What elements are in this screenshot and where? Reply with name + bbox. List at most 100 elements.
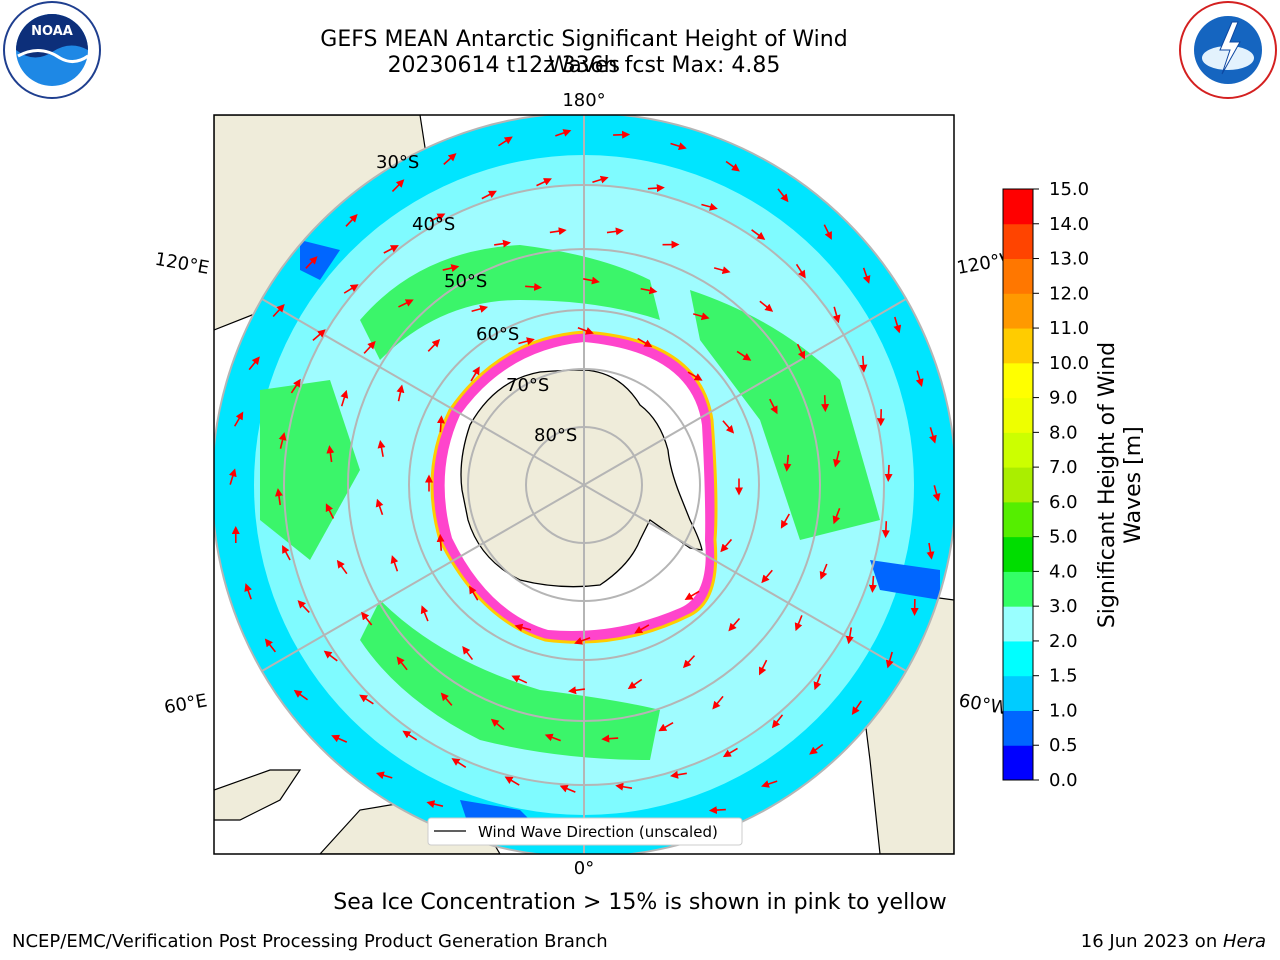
wind-arrow	[720, 538, 733, 553]
wind-arrow	[821, 395, 830, 413]
lat-label: 60°S	[476, 324, 519, 345]
wind-arrow	[555, 129, 572, 137]
wind-arrow	[325, 503, 335, 519]
wind-arrow	[862, 267, 871, 284]
wind-arrow	[469, 585, 479, 601]
wind-arrow	[244, 583, 252, 600]
colorbar-tick-label: 0.0	[1049, 770, 1078, 791]
wind-arrow	[647, 184, 665, 193]
graticule	[214, 115, 954, 854]
wind-arrow	[783, 454, 792, 472]
lon-label-lower-left: 60°E	[163, 690, 209, 718]
wind-arrow	[525, 283, 543, 291]
wind-arrow	[340, 389, 349, 407]
wind-arrow	[693, 312, 710, 321]
chart-title: GEFS MEAN Antarctic Significant Height o…	[320, 27, 848, 78]
wind-arrow	[713, 266, 731, 275]
lon-label-upper-left: 120°E	[153, 249, 211, 279]
wind-arrow	[470, 366, 480, 382]
lon-label-lower-right: 60°W	[957, 690, 1010, 719]
wind-arrow	[359, 694, 374, 705]
wind-arrow	[725, 160, 740, 172]
colorbar: 0.0 0.5 1.0 1.5 2.0 3.0 4.0 5.0 6.0 7.0 8.0 9.0 10.0…	[1002, 179, 1089, 791]
wind-arrow	[851, 700, 863, 716]
wind-arrow	[751, 229, 766, 240]
wind-arrow	[701, 202, 718, 211]
wind-arrow	[568, 686, 585, 695]
wind-arrow	[498, 136, 513, 147]
wind-arrow	[233, 411, 244, 427]
colorbar-segment	[1003, 745, 1033, 781]
wind-arrow	[442, 264, 460, 272]
wind-arrow	[845, 627, 854, 645]
colorbar-segment	[1003, 710, 1033, 746]
wind-arrow	[708, 806, 726, 815]
wind-arrow	[583, 276, 600, 285]
colorbar-tick-label: 6.0	[1049, 492, 1078, 513]
sea-ice-note: Sea Ice Concentration > 15% is shown in …	[333, 890, 947, 915]
wind-arrow	[396, 384, 405, 402]
colorbar-tick-label: 2.0	[1049, 631, 1078, 652]
wind-arrow	[544, 733, 561, 742]
wind-arrow	[396, 656, 408, 671]
wind-arrow	[293, 689, 308, 701]
colorbar-tick-label: 14.0	[1049, 214, 1089, 235]
svg-text:NOAA: NOAA	[31, 24, 73, 39]
wind-arrow	[926, 542, 935, 560]
wind-arrow	[383, 245, 399, 254]
wind-arrow	[771, 714, 784, 729]
wind-arrow	[615, 782, 633, 791]
wind-arrow	[813, 673, 822, 691]
lon-label-top: 180°	[562, 90, 605, 111]
wind-arrow	[670, 770, 687, 779]
colorbar-tick-label: 15.0	[1049, 179, 1089, 200]
colorbar-segment	[1003, 501, 1033, 538]
wind-arrow	[712, 695, 724, 710]
colorbar-segment	[1003, 189, 1033, 225]
wind-arrow	[796, 343, 806, 360]
colorbar-segment	[1003, 606, 1033, 642]
colorbar-tick-label: 1.0	[1049, 700, 1078, 721]
colorbar-segment	[1003, 223, 1033, 260]
lat-label: 30°S	[376, 152, 419, 173]
wind-arrow	[859, 355, 868, 373]
wind-arrow	[402, 730, 418, 741]
wind-arrow	[759, 300, 774, 312]
wind-arrow	[577, 327, 594, 335]
wind-arrow	[670, 142, 687, 150]
legend-label: Wind Wave Direction (unscaled)	[478, 823, 718, 841]
colorbar-segment	[1003, 640, 1033, 677]
colorbar-tick-label: 9.0	[1049, 388, 1078, 409]
map-legend: Wind Wave Direction (unscaled)	[427, 817, 743, 846]
colorbar-tick-label: 7.0	[1049, 457, 1078, 478]
wind-arrow	[514, 623, 532, 632]
lon-label-bottom: 0°	[574, 858, 594, 879]
wind-arrow	[682, 655, 696, 669]
lat-label: 50°S	[444, 271, 487, 292]
wind-arrow	[375, 498, 384, 516]
wind-arrow	[736, 350, 752, 361]
wind-arrow	[305, 256, 318, 269]
noaa-logo: NOAA	[3, 1, 101, 99]
colorbar-tick-label: 1.5	[1049, 666, 1078, 687]
wind-arrow	[658, 722, 674, 732]
colorbar-tick-label: 5.0	[1049, 527, 1078, 548]
wind-arrow	[915, 370, 924, 387]
wind-arrow	[795, 263, 806, 279]
wind-arrow	[345, 214, 358, 227]
wind-arrow	[429, 213, 446, 222]
wind-arrow	[361, 611, 373, 626]
wind-arrow	[481, 190, 497, 200]
wind-arrow	[777, 188, 789, 203]
wind-arrow	[549, 227, 567, 236]
colorbar-segment	[1003, 571, 1033, 607]
wind-arrow	[932, 485, 941, 502]
wind-arrow	[274, 488, 283, 506]
colorbar-frame	[1002, 188, 1034, 781]
wind-arrow	[490, 718, 505, 731]
wind-arrow	[769, 398, 778, 415]
wind-arrow	[471, 305, 489, 313]
wind-arrow	[536, 178, 552, 187]
wind-arrow	[722, 747, 738, 758]
wind-arrow	[323, 650, 338, 662]
